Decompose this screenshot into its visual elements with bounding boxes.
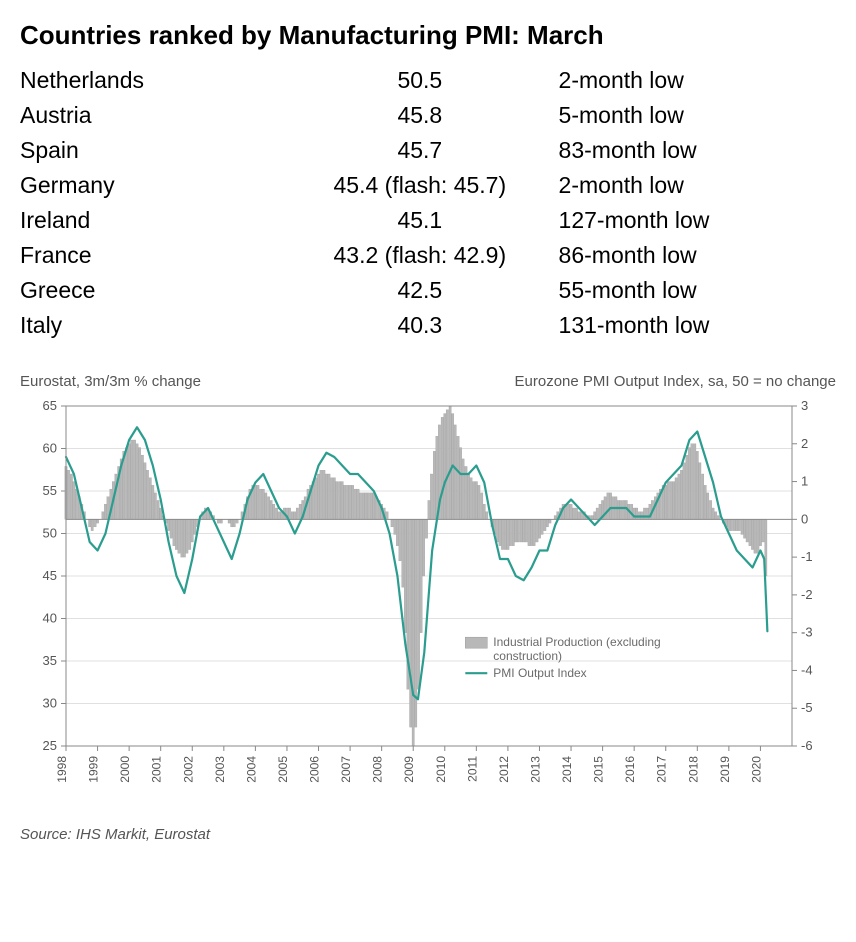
svg-text:2013: 2013: [528, 756, 542, 783]
svg-text:45: 45: [43, 568, 57, 583]
pmi-chart: 25 30 35 40 45 50 55 60 65 -6 -5 -4 -3 -2 -1 0 1 2 3 1998 19…: [20, 396, 836, 816]
country-cell: Germany: [20, 168, 281, 203]
country-cell: Netherlands: [20, 63, 281, 98]
svg-text:2017: 2017: [655, 756, 669, 783]
svg-text:-1: -1: [801, 549, 813, 564]
country-cell: Italy: [20, 308, 281, 343]
svg-text:Industrial Production (excludi: Industrial Production (excluding: [493, 635, 660, 649]
country-cell: Ireland: [20, 203, 281, 238]
svg-text:-4: -4: [801, 662, 813, 677]
svg-text:1998: 1998: [55, 756, 69, 783]
table-row: Greece42.555-month low: [20, 273, 836, 308]
svg-text:2016: 2016: [623, 756, 637, 783]
svg-text:2018: 2018: [686, 756, 700, 783]
note-cell: 131-month low: [559, 308, 836, 343]
note-cell: 127-month low: [559, 203, 836, 238]
svg-text:2012: 2012: [497, 756, 511, 783]
svg-text:1: 1: [801, 474, 808, 489]
value-cell: 42.5: [281, 273, 558, 308]
svg-text:-6: -6: [801, 738, 813, 753]
value-cell: 45.8: [281, 98, 558, 133]
svg-text:2011: 2011: [465, 756, 479, 782]
note-cell: 55-month low: [559, 273, 836, 308]
note-cell: 86-month low: [559, 238, 836, 273]
note-cell: 83-month low: [559, 133, 836, 168]
value-cell: 45.7: [281, 133, 558, 168]
source-label: Source: IHS Markit, Eurostat: [20, 826, 836, 843]
table-row: France43.2 (flash: 42.9)86-month low: [20, 238, 836, 273]
pmi-table: Netherlands50.52-month lowAustria45.85-m…: [20, 63, 836, 343]
value-cell: 45.4 (flash: 45.7): [281, 168, 558, 203]
svg-text:30: 30: [43, 696, 57, 711]
svg-text:PMI Output Index: PMI Output Index: [493, 666, 586, 680]
svg-text:55: 55: [43, 483, 57, 498]
country-cell: Greece: [20, 273, 281, 308]
svg-text:0: 0: [801, 511, 808, 526]
country-cell: France: [20, 238, 281, 273]
svg-text:2014: 2014: [560, 756, 574, 783]
svg-text:2010: 2010: [434, 756, 448, 783]
svg-text:construction): construction): [493, 649, 562, 663]
value-cell: 43.2 (flash: 42.9): [281, 238, 558, 273]
chart-container: Eurostat, 3m/3m % change Eurozone PMI Ou…: [20, 373, 836, 816]
table-row: Netherlands50.52-month low: [20, 63, 836, 98]
svg-text:-5: -5: [801, 700, 813, 715]
svg-text:35: 35: [43, 653, 57, 668]
table-row: Ireland45.1127-month low: [20, 203, 836, 238]
svg-text:2002: 2002: [181, 756, 195, 783]
note-cell: 5-month low: [559, 98, 836, 133]
svg-text:1999: 1999: [87, 756, 101, 783]
note-cell: 2-month low: [559, 168, 836, 203]
table-row: Spain45.783-month low: [20, 133, 836, 168]
page-title: Countries ranked by Manufacturing PMI: M…: [20, 20, 836, 51]
svg-text:2009: 2009: [402, 756, 416, 783]
chart-right-label: Eurozone PMI Output Index, sa, 50 = no c…: [515, 373, 836, 390]
table-row: Germany45.4 (flash: 45.7)2-month low: [20, 168, 836, 203]
country-cell: Spain: [20, 133, 281, 168]
chart-left-label: Eurostat, 3m/3m % change: [20, 373, 201, 390]
value-cell: 45.1: [281, 203, 558, 238]
table-row: Italy40.3131-month low: [20, 308, 836, 343]
svg-text:2019: 2019: [718, 756, 732, 783]
note-cell: 2-month low: [559, 63, 836, 98]
svg-text:50: 50: [43, 526, 57, 541]
value-cell: 50.5: [281, 63, 558, 98]
svg-text:25: 25: [43, 738, 57, 753]
svg-text:2003: 2003: [213, 756, 227, 783]
svg-text:60: 60: [43, 441, 57, 456]
svg-text:2001: 2001: [150, 756, 164, 783]
svg-text:2005: 2005: [276, 756, 290, 783]
svg-text:2004: 2004: [244, 756, 258, 783]
value-cell: 40.3: [281, 308, 558, 343]
svg-text:40: 40: [43, 611, 57, 626]
svg-text:-3: -3: [801, 625, 813, 640]
svg-text:2007: 2007: [339, 756, 353, 783]
table-row: Austria45.85-month low: [20, 98, 836, 133]
svg-text:2008: 2008: [371, 756, 385, 783]
svg-text:2006: 2006: [308, 756, 322, 783]
svg-text:2015: 2015: [592, 756, 606, 783]
svg-text:2000: 2000: [118, 756, 132, 783]
country-cell: Austria: [20, 98, 281, 133]
svg-text:3: 3: [801, 398, 808, 413]
svg-text:-2: -2: [801, 587, 813, 602]
svg-text:65: 65: [43, 398, 57, 413]
svg-text:2: 2: [801, 436, 808, 451]
svg-text:2020: 2020: [749, 756, 763, 783]
